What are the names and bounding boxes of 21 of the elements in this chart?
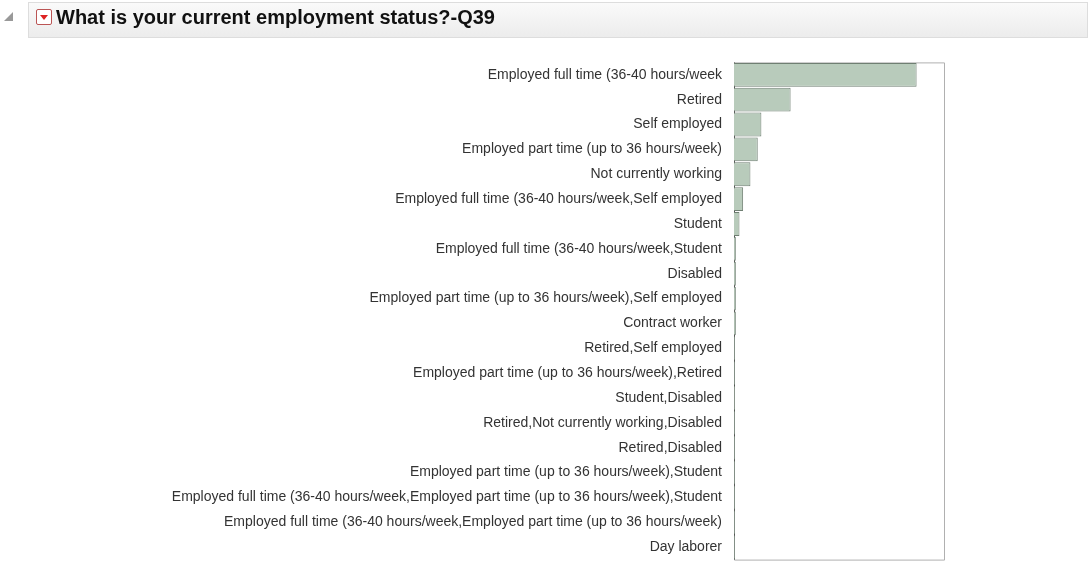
- y-tick-label: Employed full time (36-40 hours/week: [487, 65, 723, 82]
- y-tick-label: Self employed: [633, 115, 722, 132]
- y-tick-label: Employed full time (36-40 hours/week,Self employed: [395, 189, 722, 206]
- y-tick-label: Day laborer: [649, 538, 723, 555]
- y-tick-label: Retired,Disabled: [618, 438, 722, 455]
- y-tick-label: Employed part time (up to 36 hours/week),Retired: [413, 364, 722, 381]
- y-tick-label: Employed part time (up to 36 hours/week),Self employed: [369, 289, 722, 306]
- y-tick-label: Employed full time (36-40 hours/week,Employed part time (up to 36 hours/week),Student: [171, 488, 723, 505]
- y-tick-label: Not currently working: [590, 165, 722, 182]
- y-tick-label: Employed part time (up to 36 hours/week): [462, 140, 722, 157]
- y-tick-label: Employed full time (36-40 hours/week,Employed part time (up to 36 hours/week): [223, 513, 722, 530]
- y-tick-label: Employed part time (up to 36 hours/week),Student: [409, 463, 723, 480]
- y-tick-label: Employed full time (36-40 hours/week,Student: [435, 239, 723, 256]
- y-tick-label: Retired,Self employed: [584, 339, 722, 356]
- y-tick-label: Retired: [676, 90, 722, 107]
- y-tick-label: Retired,Not currently working,Disabled: [483, 413, 722, 430]
- y-tick-label: Student: [673, 214, 723, 231]
- y-tick-label: Disabled: [667, 264, 722, 281]
- text: What is your current employment status?-Q39: [56, 6, 495, 29]
- y-tick-label: Student,Disabled: [615, 388, 722, 405]
- y-tick-label: Contract worker: [623, 314, 723, 331]
